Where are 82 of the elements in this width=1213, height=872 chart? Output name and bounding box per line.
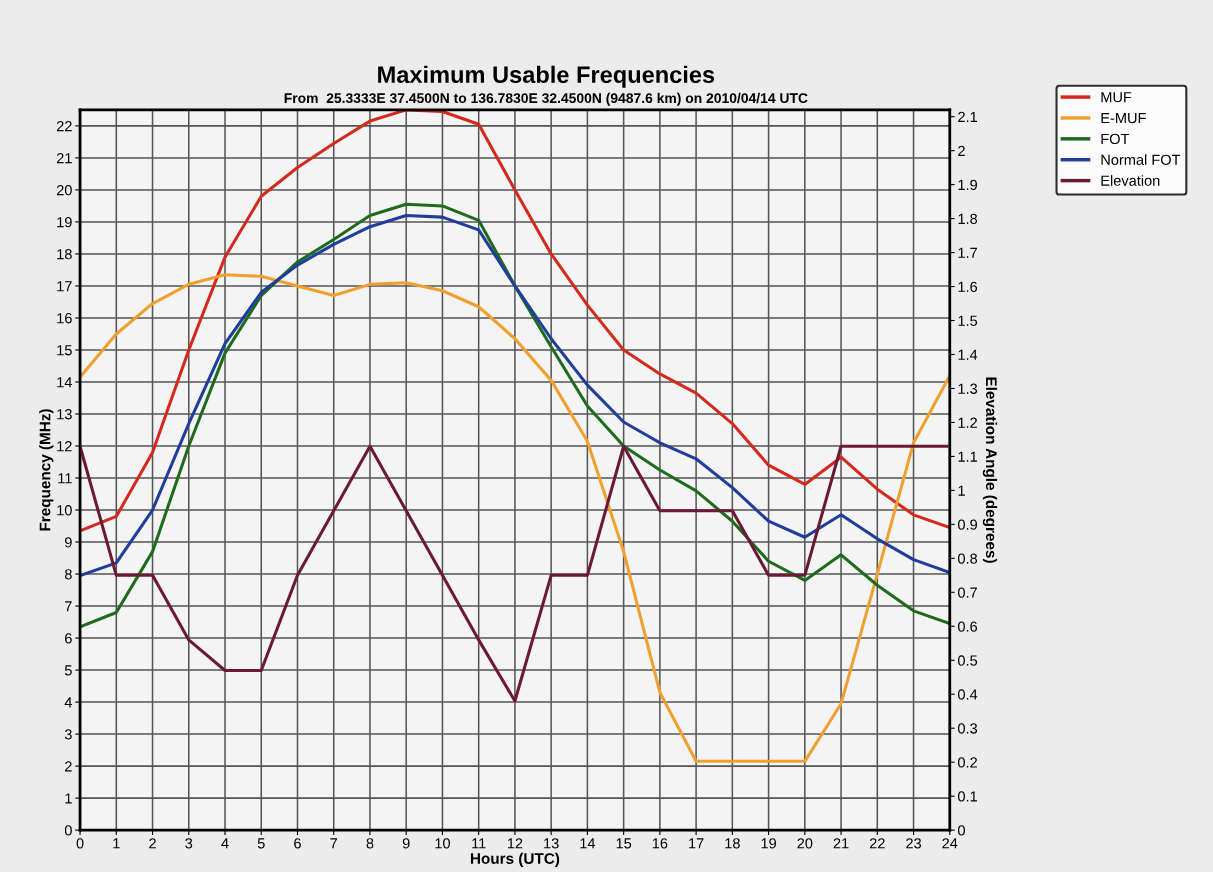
y2-tick-label: 0.9 xyxy=(957,519,977,530)
x-tick-label: 21 xyxy=(833,838,849,849)
y2-tick-label: 0.5 xyxy=(957,655,978,666)
y-tick-label: 0 xyxy=(64,825,72,836)
x-tick-label: 14 xyxy=(580,838,596,849)
y-tick-label: 11 xyxy=(58,473,72,484)
x-tick-label: 3 xyxy=(185,838,193,849)
y2-tick-label: 0.7 xyxy=(957,587,977,598)
y2-tick-label: 2 xyxy=(958,145,965,156)
y-tick-label: 5 xyxy=(64,665,72,676)
y-tick-label: 8 xyxy=(64,569,72,580)
y2-tick-label: 1.5 xyxy=(958,315,978,326)
y2-tick-label: 1.7 xyxy=(958,247,977,258)
y2-tick-label: 0 xyxy=(957,825,965,836)
x-tick-label: 4 xyxy=(221,838,229,849)
y-tick-label: 6 xyxy=(65,633,72,644)
y-tick-label: 18 xyxy=(57,249,72,260)
y-tick-label: 15 xyxy=(57,345,72,356)
x-tick-label: 12 xyxy=(507,838,523,849)
y2-tick-label: 1 xyxy=(958,485,965,496)
y-axis-title: Frequency (MHz) xyxy=(39,409,54,531)
chart-title: Maximum Usable Frequencies xyxy=(378,65,715,88)
y-tick-label: 10 xyxy=(57,505,72,516)
x-tick-label: 5 xyxy=(257,838,265,849)
y-tick-label: 1 xyxy=(65,793,72,804)
x-tick-label: 2 xyxy=(149,838,156,849)
y2-tick-label: 0.6 xyxy=(957,621,978,632)
x-tick-label: 23 xyxy=(906,838,922,849)
y2-tick-label: 2.1 xyxy=(958,111,977,122)
y2-tick-label: 0.3 xyxy=(957,723,978,734)
y2-tick-label: 1.4 xyxy=(958,349,978,360)
x-tick-label: 11 xyxy=(472,838,486,849)
legend-label: MUF xyxy=(1101,92,1132,103)
y-tick-label: 20 xyxy=(56,185,72,196)
line-series xyxy=(80,444,950,703)
y2-tick-label: 0.2 xyxy=(957,757,977,768)
x-axis-title: Hours (UTC) xyxy=(470,852,560,868)
legend-label: Elevation xyxy=(1101,175,1160,186)
y2-tick-label: 1.1 xyxy=(958,451,977,462)
y-tick-label: 19 xyxy=(57,217,72,228)
y-tick-label: 17 xyxy=(57,281,72,292)
x-tick-label: 9 xyxy=(402,838,410,849)
y2-tick-label: 1.8 xyxy=(958,213,978,225)
y2-tick-label: 0.8 xyxy=(957,553,978,564)
x-tick-label: 7 xyxy=(330,838,338,849)
y2-axis-title: Elevation Angle (degrees) xyxy=(982,377,998,563)
x-tick-label: 15 xyxy=(616,838,632,849)
x-tick-label: 8 xyxy=(366,838,374,849)
y-tick-label: 12 xyxy=(57,441,72,452)
y-tick-label: 22 xyxy=(56,120,72,132)
x-tick-label: 24 xyxy=(942,838,958,849)
y2-tick-label: 0.4 xyxy=(957,689,978,700)
x-tick-label: 1 xyxy=(113,838,120,849)
legend-label: FOT xyxy=(1101,133,1130,145)
y-tick-label: 4 xyxy=(64,697,72,708)
y-tick-label: 7 xyxy=(65,601,72,612)
y2-tick-label: 1.6 xyxy=(958,281,978,292)
y-tick-label: 9 xyxy=(64,537,72,548)
y-tick-label: 13 xyxy=(57,409,72,420)
x-tick-label: 19 xyxy=(761,838,777,849)
x-tick-label: 16 xyxy=(652,838,668,849)
y-tick-label: 16 xyxy=(57,313,72,324)
x-tick-label: 0 xyxy=(76,838,84,849)
x-tick-label: 18 xyxy=(725,838,740,849)
y2-tick-label: 1.3 xyxy=(958,383,978,394)
y2-tick-label: 1.2 xyxy=(958,417,977,428)
x-tick-label: 10 xyxy=(435,838,450,849)
y-tick-label: 2 xyxy=(65,761,72,772)
x-tick-label: 6 xyxy=(294,838,301,849)
y-tick-label: 21 xyxy=(56,152,72,164)
legend-label: Normal FOT xyxy=(1101,154,1181,165)
line-series xyxy=(80,273,950,763)
chart-subtitle: From 25.3333E 37.4500N to 136.7830E 32.4500N (9487.6 km) on 2010/04/14 UTC xyxy=(284,92,808,106)
y2-tick-label: 0.1 xyxy=(957,791,977,802)
x-tick-label: 17 xyxy=(689,838,704,849)
y-tick-label: 3 xyxy=(64,729,72,740)
x-tick-label: 20 xyxy=(797,838,813,849)
y2-tick-label: 1.9 xyxy=(958,179,977,191)
y-tick-label: 14 xyxy=(57,377,72,388)
x-tick-label: 22 xyxy=(869,838,885,849)
x-tick-label: 13 xyxy=(544,838,559,849)
legend-label: E-MUF xyxy=(1101,113,1146,124)
